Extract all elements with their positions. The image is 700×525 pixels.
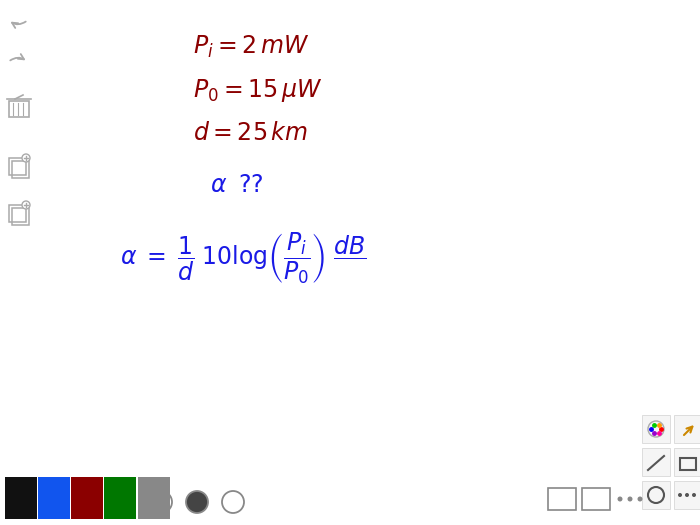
Bar	[104, 477, 136, 519]
Bar	[71, 477, 103, 519]
Circle shape	[692, 493, 696, 497]
Bar	[674, 448, 700, 476]
Bar	[12, 161, 29, 178]
Bar	[9, 158, 26, 175]
Circle shape	[638, 497, 643, 501]
Text: $\alpha\;=\;\dfrac{1}{d}\;10\log\!\left(\dfrac{P_i}{P_0}\right)\;\dfrac{dB}{\;}$: $\alpha\;=\;\dfrac{1}{d}\;10\log\!\left(…	[120, 230, 366, 286]
Bar	[674, 481, 700, 509]
Circle shape	[22, 154, 30, 162]
Bar	[9, 205, 26, 222]
Circle shape	[617, 497, 622, 501]
Text: $d = 25\,km$: $d = 25\,km$	[193, 121, 308, 145]
Circle shape	[186, 491, 208, 513]
Text: $P_0 = 15\,\mu W$: $P_0 = 15\,\mu W$	[193, 77, 323, 103]
Bar	[680, 458, 696, 470]
Bar	[674, 415, 700, 443]
Bar	[642, 481, 670, 509]
Circle shape	[22, 201, 30, 209]
Bar	[12, 208, 29, 225]
Bar	[548, 488, 576, 510]
Bar	[9, 101, 29, 117]
Circle shape	[678, 493, 682, 497]
Text: $P_i = 2\,mW$: $P_i = 2\,mW$	[193, 34, 309, 60]
Text: $\alpha\;\;??$: $\alpha\;\;??$	[210, 173, 264, 197]
Circle shape	[627, 497, 633, 501]
Bar	[138, 477, 170, 519]
Bar	[582, 488, 610, 510]
Bar	[38, 477, 70, 519]
Bar	[642, 415, 670, 443]
Bar	[5, 477, 37, 519]
Bar	[642, 448, 670, 476]
Circle shape	[685, 493, 689, 497]
